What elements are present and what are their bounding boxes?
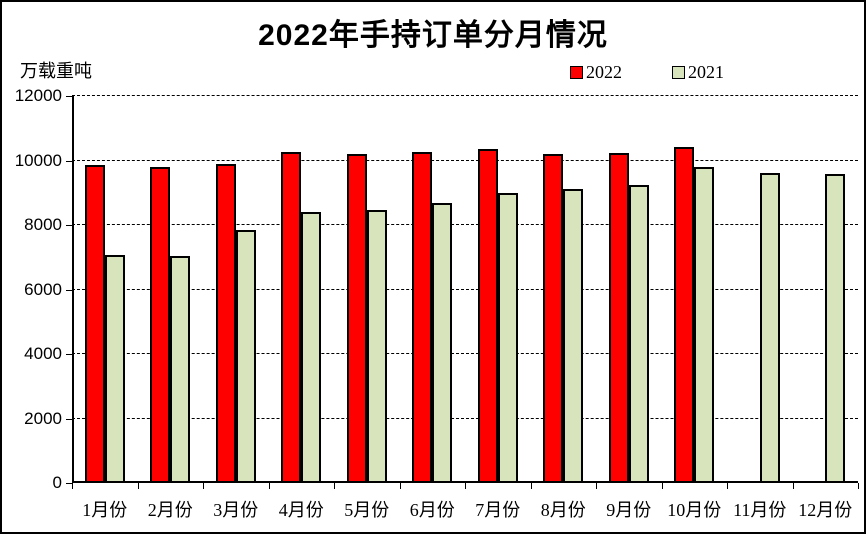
bar-group-9月份 bbox=[596, 96, 662, 483]
bar-2022-10月份 bbox=[674, 147, 695, 483]
y-tick-mark bbox=[66, 160, 72, 162]
x-tick-mark bbox=[530, 483, 532, 489]
bar-2021-1月份 bbox=[104, 255, 125, 483]
bar-group-6月份 bbox=[400, 96, 466, 483]
legend-item-2022: 2022 bbox=[570, 62, 622, 83]
bar-group-10月份 bbox=[662, 96, 728, 483]
bar-2022-8月份 bbox=[543, 154, 564, 483]
bar-group-8月份 bbox=[531, 96, 597, 483]
x-tick-label-7月份: 7月份 bbox=[475, 500, 521, 520]
bar-group-5月份 bbox=[334, 96, 400, 483]
x-tick-label-12月份: 12月份 bbox=[798, 500, 853, 520]
x-tick-label-10月份: 10月份 bbox=[667, 500, 722, 520]
legend-label-2022: 2022 bbox=[586, 62, 622, 82]
bar-2021-10月份 bbox=[694, 167, 715, 483]
gridline-4000 bbox=[72, 353, 858, 354]
bar-2021-6月份 bbox=[432, 203, 453, 483]
x-tick-mark bbox=[203, 483, 204, 489]
x-tick-label-1月份: 1月份 bbox=[82, 500, 128, 520]
bar-group-7月份 bbox=[465, 96, 531, 483]
bar-2021-2月份 bbox=[170, 256, 191, 483]
bar-2021-4月份 bbox=[301, 212, 322, 483]
y-tick-label-2000: 2000 bbox=[24, 408, 62, 428]
bar-group-2月份 bbox=[138, 96, 204, 483]
bars-container bbox=[72, 96, 858, 483]
x-tick-mark bbox=[596, 483, 597, 489]
y-tick-mark bbox=[66, 225, 72, 226]
gridline-6000 bbox=[72, 288, 858, 290]
gridline-10000 bbox=[72, 159, 858, 161]
bar-2021-12月份 bbox=[825, 174, 846, 483]
bar-2022-1月份 bbox=[84, 165, 105, 483]
legend: 2022 2021 bbox=[570, 62, 724, 83]
x-tick-label-2月份: 2月份 bbox=[147, 500, 193, 520]
x-tick-mark bbox=[465, 483, 466, 489]
x-tick-mark bbox=[268, 483, 270, 489]
y-tick-mark bbox=[66, 96, 72, 97]
bar-group-3月份 bbox=[203, 96, 269, 483]
y-tick-label-10000: 10000 bbox=[14, 150, 62, 170]
x-tick-label-9月份: 9月份 bbox=[606, 500, 652, 520]
x-tick-mark bbox=[137, 483, 139, 489]
y-tick-mark bbox=[66, 289, 72, 291]
bar-2022-5月份 bbox=[346, 154, 367, 483]
x-tick-label-3月份: 3月份 bbox=[213, 500, 259, 520]
bar-2022-2月份 bbox=[150, 167, 171, 483]
bar-group-11月份 bbox=[727, 96, 793, 483]
bar-2021-8月份 bbox=[563, 189, 584, 483]
y-tick-mark bbox=[66, 418, 72, 420]
bar-group-4月份 bbox=[269, 96, 335, 483]
y-axis-line bbox=[72, 96, 74, 483]
y-tick-label-8000: 8000 bbox=[24, 215, 62, 234]
bar-2021-11月份 bbox=[759, 173, 780, 483]
y-axis-unit-label: 万载重吨 bbox=[20, 61, 92, 81]
bar-2021-3月份 bbox=[235, 230, 256, 483]
y-tick-label-6000: 6000 bbox=[24, 279, 62, 299]
bar-2021-5月份 bbox=[366, 210, 387, 483]
gridline-8000 bbox=[72, 224, 858, 225]
gridline-12000 bbox=[72, 95, 858, 96]
x-tick-label-11月份: 11月份 bbox=[733, 500, 787, 520]
x-tick-mark bbox=[858, 483, 859, 489]
bar-2021-7月份 bbox=[497, 193, 518, 483]
x-tick-label-8月份: 8月份 bbox=[540, 500, 586, 520]
legend-swatch-2022-icon bbox=[570, 66, 583, 79]
x-tick-mark bbox=[72, 483, 73, 489]
y-tick-label-4000: 4000 bbox=[24, 344, 62, 363]
y-tick-label-0: 0 bbox=[52, 473, 62, 492]
chart-title: 2022年手持订单分月情况 bbox=[258, 19, 608, 52]
legend-label-2021: 2021 bbox=[688, 62, 724, 82]
legend-item-2021: 2021 bbox=[672, 62, 724, 83]
plot-area bbox=[72, 95, 858, 483]
x-tick-mark bbox=[661, 483, 663, 489]
x-tick-mark bbox=[399, 483, 401, 489]
y-tick-mark bbox=[66, 354, 72, 355]
y-tick-mark bbox=[66, 483, 72, 484]
x-tick-label-4月份: 4月份 bbox=[278, 500, 324, 520]
x-tick-mark bbox=[334, 483, 335, 489]
bar-group-1月份 bbox=[72, 96, 138, 483]
bar-2022-7月份 bbox=[477, 149, 498, 483]
x-tick-mark bbox=[727, 483, 728, 489]
bar-2022-9月份 bbox=[608, 153, 629, 483]
bar-2022-4月份 bbox=[281, 152, 302, 483]
bar-2022-6月份 bbox=[412, 152, 433, 483]
x-axis-line bbox=[72, 481, 858, 483]
bar-group-12月份 bbox=[793, 96, 859, 483]
x-tick-label-6月份: 6月份 bbox=[409, 500, 455, 520]
y-tick-label-12000: 12000 bbox=[14, 86, 62, 105]
x-tick-label-5月份: 5月份 bbox=[344, 500, 390, 520]
legend-swatch-2021-icon bbox=[672, 66, 685, 79]
bar-2022-3月份 bbox=[215, 164, 236, 483]
bar-2021-9月份 bbox=[628, 185, 649, 483]
gridline-2000 bbox=[72, 417, 858, 419]
x-tick-mark bbox=[792, 483, 794, 489]
